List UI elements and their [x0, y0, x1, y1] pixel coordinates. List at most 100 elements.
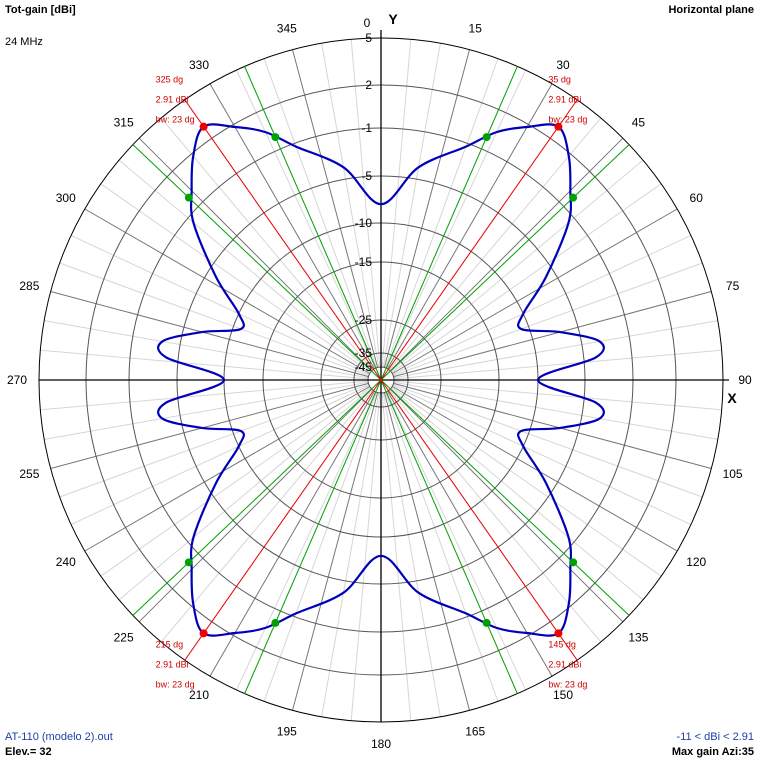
minor-radial-line: [236, 391, 376, 691]
minor-radial-line: [100, 387, 371, 577]
minor-radial-line: [118, 159, 372, 373]
radial-tick-label: -10: [355, 216, 373, 230]
minor-radial-line: [386, 391, 526, 691]
gain-range-label: -11 < dBi < 2.91: [676, 731, 754, 743]
angle-tick-label: 345: [277, 21, 297, 35]
angle-tick-label: 210: [189, 688, 209, 702]
angle-tick-label: 75: [726, 279, 740, 293]
angle-tick-label: 165: [465, 725, 485, 739]
major-radial-line: [387, 83, 553, 369]
max-gain-annotation: 325 dg: [156, 75, 184, 85]
half-power-line: [244, 66, 382, 381]
minor-radial-line: [381, 392, 412, 721]
angle-tick-label: 30: [556, 58, 570, 72]
major-radial-line: [209, 391, 375, 677]
minor-radial-line: [263, 58, 378, 368]
minor-radial-line: [384, 392, 499, 702]
minor-radial-line: [70, 235, 370, 375]
max-gain-line: [380, 379, 578, 661]
max-gain-annotation: bw: 23 dg: [156, 679, 195, 689]
minor-radial-line: [44, 320, 369, 379]
chart-title: Tot-gain [dBi]: [5, 4, 76, 16]
max-gain-annotation: 35 dg: [548, 75, 571, 85]
major-radial-line: [209, 83, 375, 369]
max-gain-point: [199, 629, 208, 638]
max-gain-annotation: 145 dg: [548, 639, 576, 649]
major-radial-line: [389, 388, 624, 623]
minor-radial-line: [100, 183, 371, 373]
angle-tick-label: 195: [277, 725, 297, 739]
major-radial-line: [393, 382, 712, 469]
max-gain-annotation: bw: 23 dg: [548, 115, 587, 125]
angle-tick-label: 60: [690, 191, 704, 205]
major-radial-line: [392, 208, 678, 374]
radial-tick-label: -15: [355, 255, 373, 269]
plane-label: Horizontal plane: [668, 4, 754, 16]
angle-tick-label: 180: [371, 737, 391, 751]
minor-radial-line: [382, 43, 441, 368]
half-power-line: [132, 144, 382, 381]
radial-tick-label: -35: [355, 346, 373, 360]
half-power-point: [271, 133, 280, 142]
minor-radial-line: [386, 69, 526, 369]
minor-radial-line: [391, 183, 662, 373]
minor-radial-line: [236, 69, 376, 369]
half-power-point: [569, 558, 578, 567]
major-radial-line: [138, 388, 373, 623]
minor-radial-line: [393, 383, 703, 498]
minor-radial-line: [393, 380, 722, 411]
minor-radial-line: [390, 387, 644, 601]
max-gain-annotation: 215 dg: [156, 639, 184, 649]
angle-tick-label: 330: [189, 58, 209, 72]
minor-radial-line: [59, 262, 369, 377]
half-power-point: [184, 193, 193, 202]
max-gain-annotation: 2.91 dBi: [548, 659, 581, 669]
radial-tick-label: 5: [365, 31, 372, 45]
minor-radial-line: [350, 392, 381, 721]
half-power-line: [132, 379, 382, 616]
minor-radial-line: [160, 117, 374, 371]
minor-radial-line: [384, 58, 499, 368]
max-gain-annotation: 2.91 dBi: [156, 659, 189, 669]
half-power-point: [184, 558, 193, 567]
radial-tick-label: -45: [355, 360, 373, 374]
angle-tick-label: 300: [56, 191, 76, 205]
gain-pattern-line: [157, 123, 605, 637]
minor-radial-line: [44, 381, 369, 440]
minor-radial-line: [321, 43, 380, 368]
angle-tick-label: 240: [56, 555, 76, 569]
minor-radial-line: [392, 235, 692, 375]
half-power-point: [482, 618, 491, 627]
angle-tick-label: 270: [7, 373, 27, 387]
angle-tick-label: 225: [114, 630, 134, 644]
angle-tick-label: 150: [553, 688, 573, 702]
frequency-label: 24 MHz: [5, 36, 43, 48]
radial-tick-label: -25: [355, 313, 373, 327]
major-radial-line: [292, 392, 379, 711]
major-radial-line: [387, 391, 553, 677]
minor-radial-line: [321, 392, 380, 717]
minor-radial-line: [70, 385, 370, 525]
max-gain-annotation: 2.91 dBi: [156, 95, 189, 105]
angle-tick-label: 105: [723, 467, 743, 481]
max-gain-annotation: bw: 23 dg: [156, 115, 195, 125]
major-radial-line: [84, 208, 370, 374]
minor-radial-line: [382, 392, 441, 717]
angle-tick-label: 135: [628, 630, 648, 644]
minor-radial-line: [350, 39, 381, 368]
major-radial-line: [138, 137, 373, 372]
half-power-line: [380, 379, 518, 694]
minor-radial-line: [381, 39, 412, 368]
major-radial-line: [389, 137, 624, 372]
minor-radial-line: [59, 383, 369, 498]
major-radial-line: [292, 49, 379, 368]
minor-radial-line: [40, 349, 369, 380]
major-radial-line: [84, 386, 370, 552]
half-power-point: [482, 133, 491, 142]
max-gain-line: [184, 99, 382, 381]
angle-tick-label: 45: [632, 116, 646, 130]
radial-tick-label: -1: [361, 121, 372, 135]
max-gain-annotation: bw: 23 dg: [548, 679, 587, 689]
half-power-point: [271, 618, 280, 627]
max-gain-label: Max gain Azi:35: [671, 746, 754, 758]
